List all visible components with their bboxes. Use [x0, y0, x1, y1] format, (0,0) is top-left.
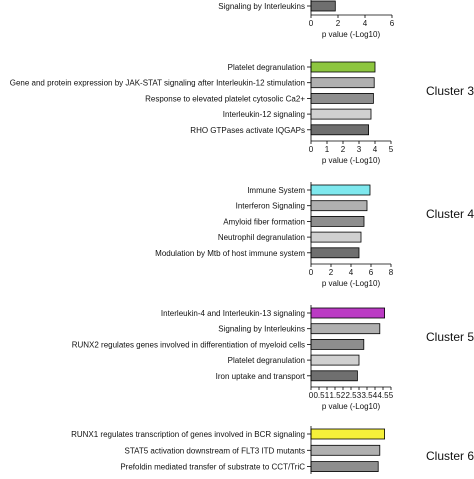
- bar-3-4: [310, 231, 362, 243]
- bar-label-3-3: Amyloid fiber formation: [223, 217, 305, 226]
- x-tick-label-3-2: 2: [329, 268, 334, 277]
- bar-label-3-4: Neutrophil degranulation: [218, 233, 305, 242]
- bar-4-4: [310, 354, 360, 366]
- bar-4-3: [310, 338, 365, 350]
- cluster-label-5: Cluster 6: [426, 449, 474, 463]
- cluster-label-2: Cluster 3: [426, 84, 474, 98]
- bar-label-4-4: Platelet degranulation: [228, 356, 305, 365]
- x-tick-label-2-3: 2: [341, 145, 346, 154]
- cluster-label-4: Cluster 5: [426, 330, 474, 344]
- x-tick-label-3-3: 4: [349, 268, 354, 277]
- bar-label-2-5: RHO GTPases activate IQGAPs: [190, 126, 305, 135]
- bar-label-3-2: Interferon Signaling: [236, 202, 305, 211]
- x-tick-label-4-7: 3: [357, 391, 362, 400]
- cluster-label-3: Cluster 4: [426, 207, 474, 221]
- bar-label-4-5: Iron uptake and transport: [216, 372, 306, 381]
- x-tick-label-4-8: 3.5: [361, 391, 373, 400]
- x-tick-label-3-4: 6: [369, 268, 374, 277]
- x-tick-label-2-5: 4: [373, 145, 378, 154]
- bar-label-2-1: Platelet degranulation: [228, 63, 305, 72]
- x-tick-label-4-10: 4.5: [377, 391, 389, 400]
- bar-label-4-3: RUNX2 regulates genes involved in differ…: [72, 340, 305, 349]
- bar-label-2-3: Response to elevated platelet cytosolic …: [145, 94, 305, 103]
- bar-4-5: [310, 370, 358, 382]
- x-tick-label-1-4: 6: [390, 19, 395, 28]
- bar-5-3: [310, 461, 379, 473]
- bar-2-5: [310, 124, 369, 136]
- bar-2-3: [310, 93, 374, 104]
- x-tick-label-1-2: 2: [336, 19, 341, 28]
- bar-2-2: [310, 77, 375, 89]
- bar-label-2-4: Interleukin-12 signaling: [223, 110, 305, 119]
- x-axis-title-1: p value (-Log10): [322, 30, 381, 39]
- x-tick-label-4-4: 1.5: [329, 391, 341, 400]
- bar-label-3-1: Immune System: [247, 186, 305, 195]
- x-tick-label-4-1: 0: [309, 391, 314, 400]
- bar-label-5-2: STAT5 activation downstream of FLT3 ITD …: [124, 446, 305, 455]
- x-tick-label-2-1: 0: [309, 145, 314, 154]
- bar-label-4-2: Signaling by Interleukins: [218, 325, 305, 334]
- x-tick-label-3-1: 0: [309, 268, 314, 277]
- bar-label-2-2: Gene and protein expression by JAK-STAT …: [10, 79, 305, 88]
- x-tick-label-1-3: 4: [363, 19, 368, 28]
- bar-2-4: [310, 108, 372, 120]
- x-tick-label-1-1: 0: [309, 19, 314, 28]
- bar-label-5-1: RUNX1 regulates transcription of genes i…: [71, 430, 305, 439]
- bar-3-5: [310, 247, 360, 259]
- bar-label-4-1: Interleukin-4 and Interleukin-13 signali…: [161, 309, 305, 318]
- x-tick-label-4-2: 0.5: [313, 391, 325, 400]
- x-tick-label-4-5: 2: [341, 391, 346, 400]
- bar-1-1: [310, 0, 336, 12]
- x-tick-label-4-9: 4: [373, 391, 378, 400]
- x-tick-label-2-4: 3: [357, 145, 362, 154]
- bar-5-2: [310, 444, 381, 456]
- x-tick-label-2-6: 5: [389, 145, 394, 154]
- bar-3-2: [310, 200, 368, 212]
- bar-2-1: [310, 61, 376, 73]
- x-axis-title-3: p value (-Log10): [322, 279, 381, 288]
- x-tick-label-4-11: 5: [389, 391, 394, 400]
- x-tick-label-3-5: 8: [389, 268, 394, 277]
- bar-4-1: [310, 307, 385, 319]
- bar-5-1: [310, 428, 385, 440]
- bar-label-5-3: Prefoldin mediated transfer of substrate…: [120, 463, 305, 472]
- x-axis-title-2: p value (-Log10): [322, 156, 381, 165]
- bar-3-3: [310, 215, 365, 227]
- x-tick-label-2-2: 1: [325, 145, 330, 154]
- bar-3-1: [310, 184, 371, 196]
- x-axis-title-4: p value (-Log10): [322, 402, 381, 411]
- bar-4-2: [310, 323, 381, 335]
- bar-label-1-1: Signaling by Interleukins: [218, 2, 305, 11]
- bar-label-3-5: Modulation by Mtb of host immune system: [155, 249, 305, 258]
- x-tick-label-4-3: 1: [325, 391, 330, 400]
- x-tick-label-4-6: 2.5: [345, 391, 357, 400]
